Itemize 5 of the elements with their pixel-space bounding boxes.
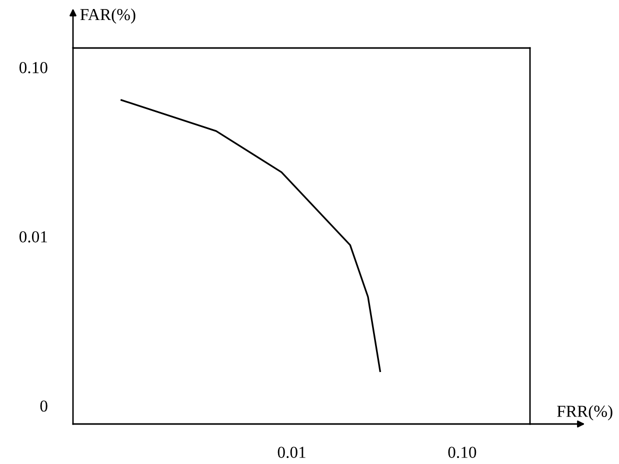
y-tick-label: 0.10 <box>19 62 48 74</box>
y-tick-label: 0.01 <box>19 231 47 243</box>
y-axis-title: FAR(%) <box>80 8 136 24</box>
y-tick-label: 0 <box>40 400 48 412</box>
x-axis-title: FRR(%) <box>557 405 612 420</box>
